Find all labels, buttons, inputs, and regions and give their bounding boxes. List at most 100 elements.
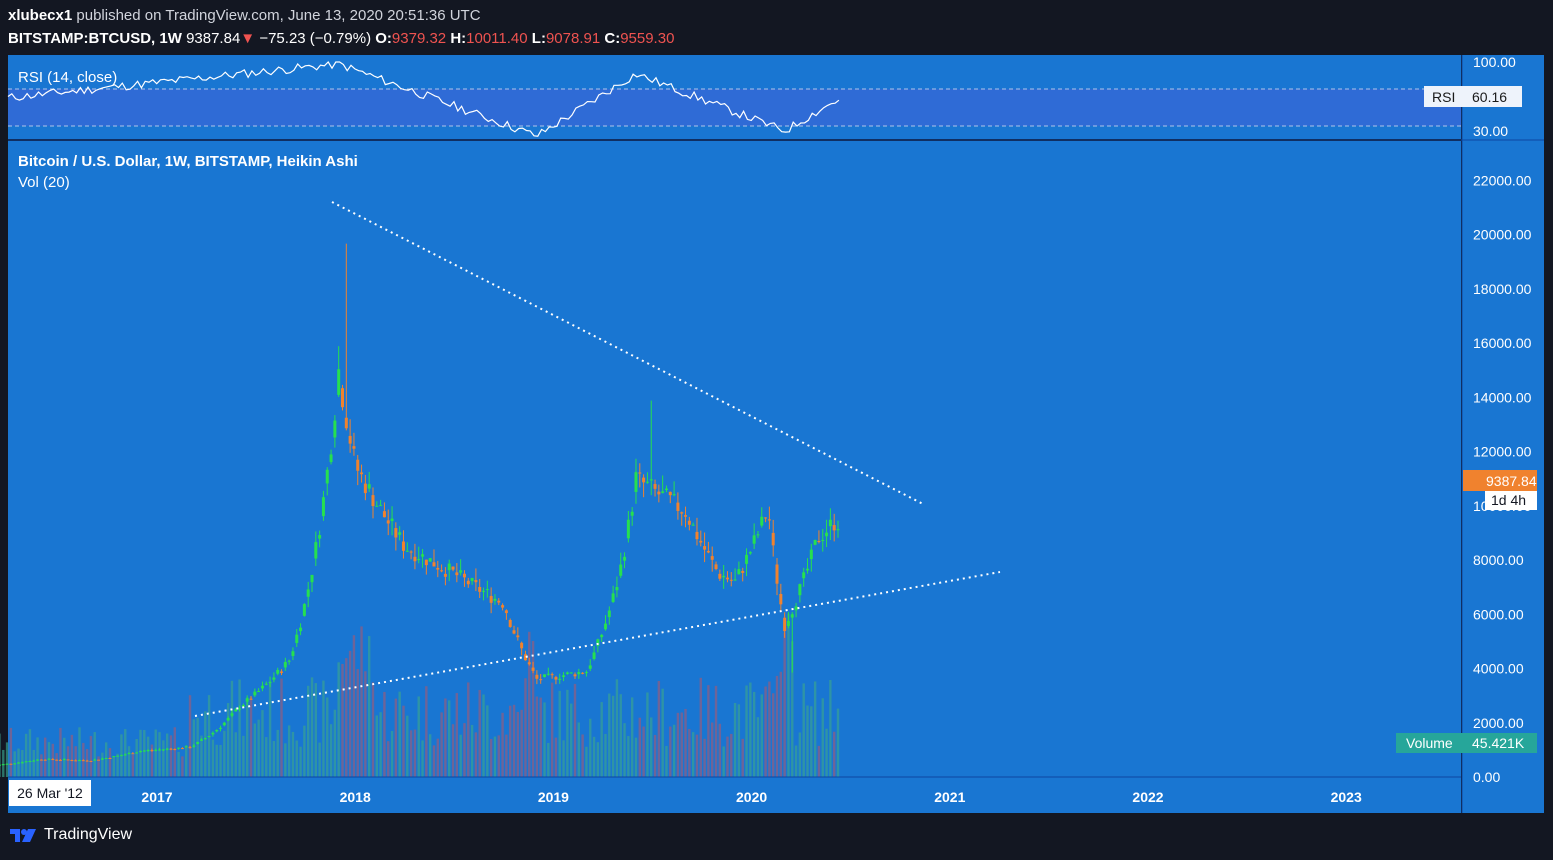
candle-body <box>405 550 409 552</box>
candle-body <box>802 572 806 579</box>
volume-bar <box>470 724 474 777</box>
volume-bar <box>287 725 291 777</box>
volume-bar <box>775 675 779 777</box>
tradingview-icon <box>10 829 36 842</box>
volume-bar <box>181 756 184 777</box>
candle-body <box>809 549 813 560</box>
volume-bar <box>611 695 615 777</box>
price-scale[interactable] <box>1462 55 1544 813</box>
candle-body <box>718 573 722 579</box>
volume-bar <box>573 683 577 777</box>
candle-body <box>28 761 32 763</box>
volume-bar <box>59 727 62 777</box>
x-tick-labels: 2017 2018 2019 2020 2021 2022 2023 <box>141 789 1362 805</box>
volume-bar <box>318 742 321 777</box>
candle-body <box>203 738 207 740</box>
volume-bar <box>497 735 500 777</box>
volume-bar <box>394 698 398 777</box>
candle-body <box>39 759 43 761</box>
volume-bar <box>798 732 802 777</box>
volume-bar <box>387 741 390 777</box>
volume-bar <box>230 680 234 777</box>
volume-bar <box>70 734 74 777</box>
rsi-badge-label: RSI <box>1432 89 1455 105</box>
volume-bar <box>97 756 100 777</box>
volume-bar <box>455 693 459 777</box>
candle-body <box>81 760 85 762</box>
volume-bar <box>192 719 196 777</box>
volume-bar <box>832 731 836 777</box>
candle-body <box>470 577 474 582</box>
candle-body <box>20 762 24 764</box>
x-tick-label: 2018 <box>340 789 371 805</box>
y-tick-label: 8000.00 <box>1473 552 1524 568</box>
candle-body <box>619 564 623 576</box>
ascending-trendline[interactable] <box>194 571 1001 717</box>
candle-body <box>249 698 253 700</box>
volume-bar <box>836 708 840 777</box>
volume-bar <box>650 717 653 777</box>
volume-bar <box>531 640 535 777</box>
y-tick-labels: 22000.00 20000.00 18000.00 16000.00 14000.00… <box>1473 172 1532 785</box>
volume-bar <box>432 745 436 777</box>
volume-bar <box>425 686 428 777</box>
volume-bar <box>379 712 382 777</box>
candle-body <box>562 675 566 678</box>
candle-body <box>764 517 768 519</box>
volume-bar <box>821 698 824 777</box>
volume-bar <box>676 712 680 777</box>
candle-body <box>600 634 604 638</box>
volume-bar <box>268 682 272 777</box>
candle-body <box>260 685 264 689</box>
candle-body <box>565 672 569 674</box>
volume-bar <box>55 753 58 777</box>
candle-body <box>360 472 364 475</box>
tradingview-logo[interactable]: TradingView <box>8 826 132 844</box>
volume-bar <box>543 702 546 777</box>
volume-bar <box>85 749 89 777</box>
time-axis[interactable] <box>8 777 1461 813</box>
candle-body <box>786 620 790 627</box>
candle-body <box>135 752 139 754</box>
candle-body <box>51 759 55 761</box>
volume-bar <box>135 738 138 777</box>
volume-bar <box>211 739 215 777</box>
volume-bar <box>688 729 691 777</box>
candle-body <box>508 620 512 627</box>
volume-bar <box>813 681 817 777</box>
volume-bar <box>40 754 43 777</box>
volume-bar <box>699 677 702 777</box>
volume-bar <box>265 737 268 777</box>
volume-bar <box>589 718 592 777</box>
volume-bar <box>653 734 657 777</box>
volume-badge-box <box>1396 733 1537 753</box>
volume-bar <box>390 730 394 777</box>
volume-bar <box>2 749 5 777</box>
volume-bar <box>196 717 199 777</box>
candle-body <box>645 481 649 483</box>
volume-bar <box>124 729 127 777</box>
volume-bar <box>489 738 493 777</box>
candle-body <box>276 669 280 674</box>
volume-bar <box>615 679 619 777</box>
volume-bar <box>737 704 741 777</box>
candle-body <box>771 532 775 546</box>
volume-bar <box>21 750 24 777</box>
candle-body <box>741 570 745 573</box>
candle-body <box>413 556 417 562</box>
countdown-box <box>1485 491 1537 510</box>
volume-bar <box>0 733 1 777</box>
candle-body <box>314 542 318 559</box>
candle-body <box>43 759 47 761</box>
y-tick-label: 6000.00 <box>1473 606 1524 622</box>
rsi-line <box>7 61 840 137</box>
candle-body <box>272 677 276 680</box>
volume-bar <box>51 743 55 777</box>
volume-bar <box>356 669 359 777</box>
main-pane <box>8 141 1461 777</box>
candle-body <box>150 750 154 752</box>
author-name[interactable]: xlubecx1 <box>8 7 73 24</box>
candle-body <box>215 729 219 732</box>
candle-body <box>424 559 428 566</box>
